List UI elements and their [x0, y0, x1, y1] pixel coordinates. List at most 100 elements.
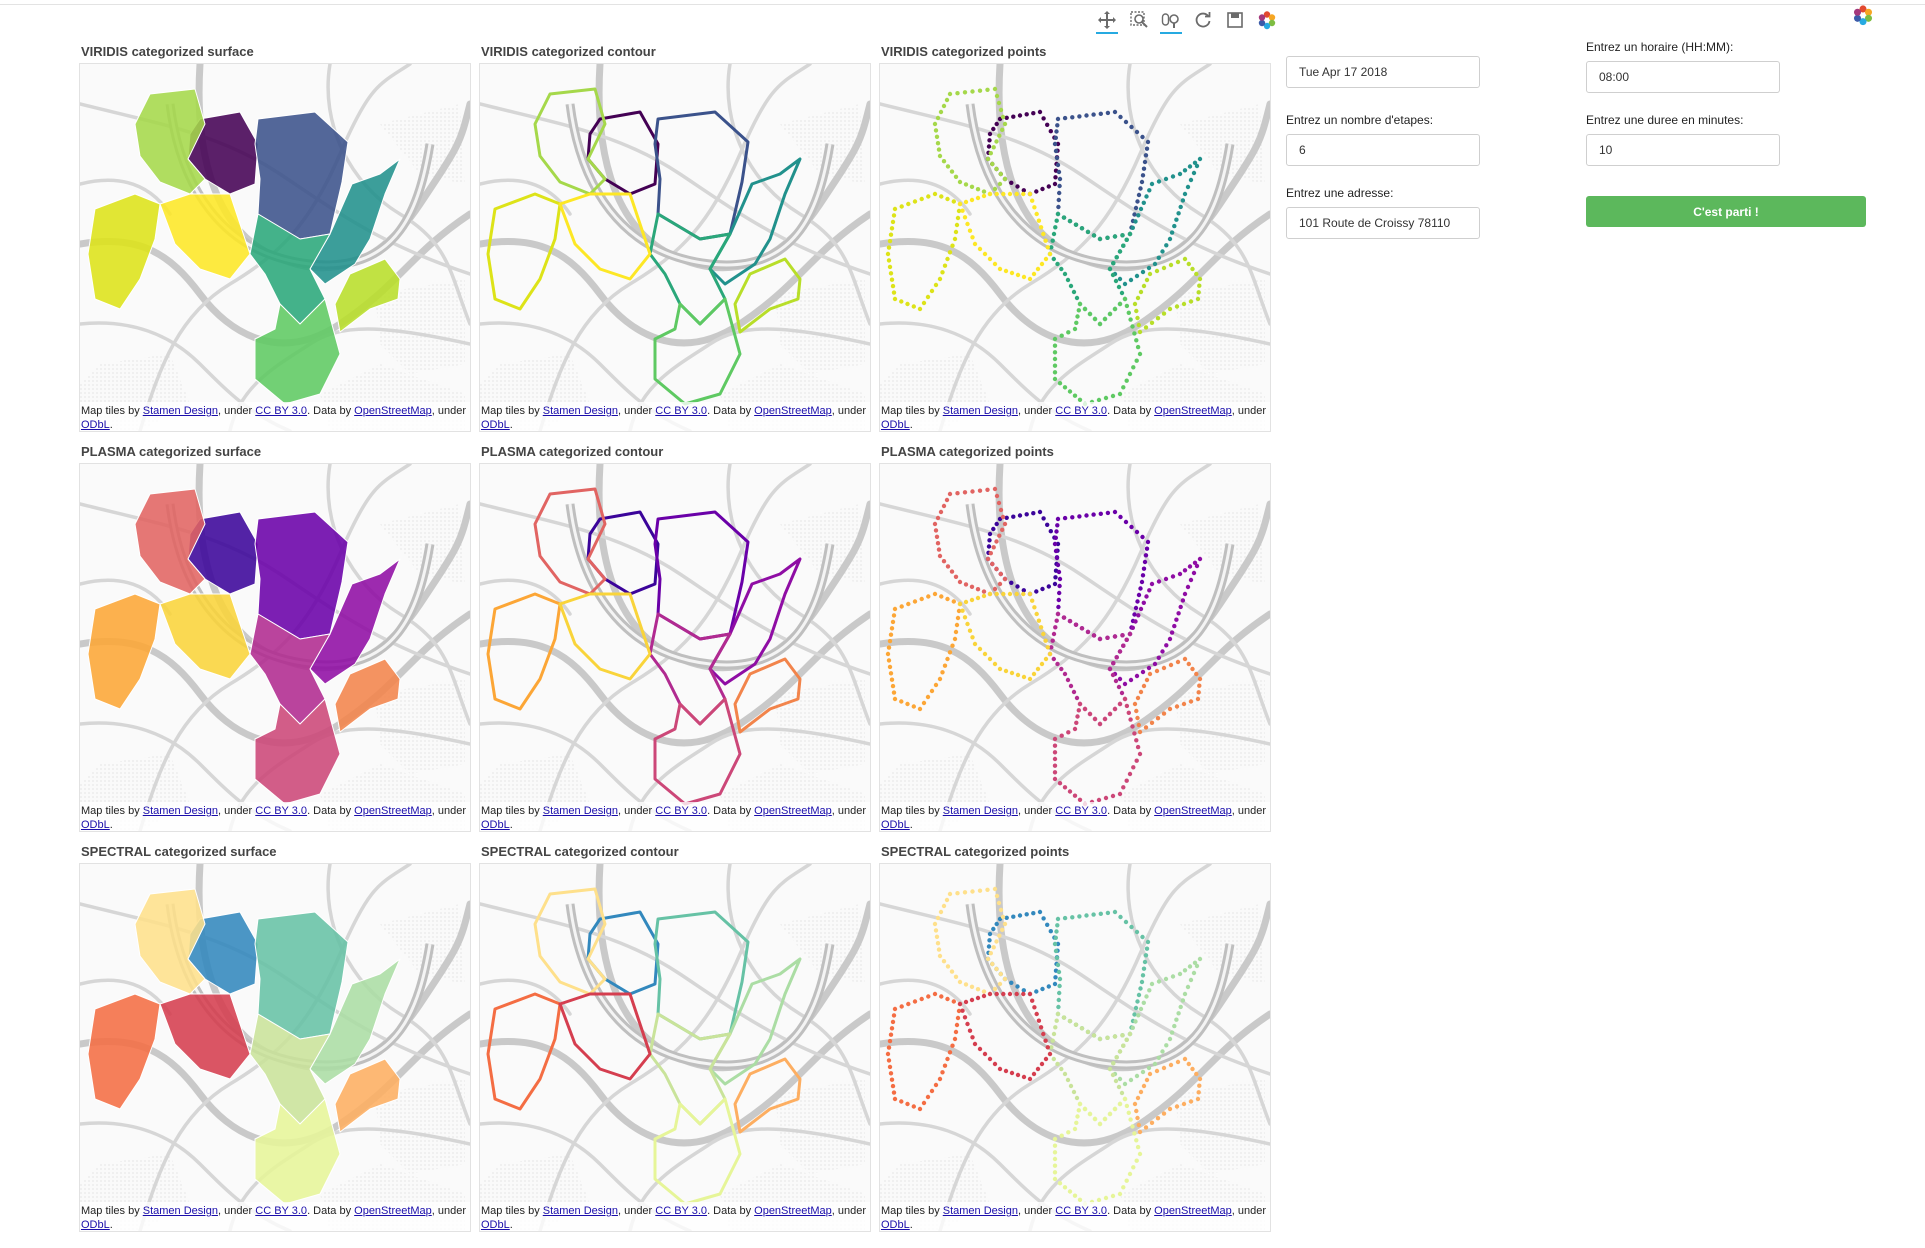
stamen-link[interactable]: Stamen Design — [142, 1205, 218, 1217]
isochrone-point — [1001, 591, 1006, 597]
park-area — [375, 279, 465, 374]
stamen-link[interactable]: Stamen Design — [142, 405, 218, 417]
isochrone-point — [933, 682, 939, 688]
isochrone-point — [991, 145, 996, 150]
bokeh-logo-link[interactable] — [1254, 7, 1280, 33]
cc-by-link[interactable]: CC BY 3.0 — [255, 1205, 308, 1217]
steps-input[interactable] — [1286, 134, 1480, 166]
isochrone-point — [1170, 974, 1176, 979]
isochrone-point — [994, 991, 999, 997]
cc-by-link[interactable]: CC BY 3.0 — [1055, 405, 1108, 417]
map-canvas[interactable]: Map tiles by Stamen Design, under CC BY … — [879, 63, 1271, 432]
cc-by-link[interactable]: CC BY 3.0 — [1055, 805, 1108, 817]
map-svg[interactable] — [80, 464, 470, 831]
save-tool[interactable] — [1222, 7, 1248, 33]
date-picker-input[interactable] — [1286, 56, 1480, 88]
odbl-link[interactable]: ODbL — [481, 819, 510, 831]
stamen-link[interactable]: Stamen Design — [942, 1205, 1018, 1217]
isochrone-point — [998, 171, 1003, 177]
map-svg[interactable] — [880, 864, 1270, 1231]
wheel-zoom-tool[interactable] — [1158, 7, 1184, 34]
map-canvas[interactable]: Map tiles by Stamen Design, under CC BY … — [879, 463, 1271, 832]
openstreetmap-link[interactable]: OpenStreetMap — [354, 805, 432, 817]
cc-by-link[interactable]: CC BY 3.0 — [1055, 1205, 1108, 1217]
openstreetmap-link[interactable]: OpenStreetMap — [754, 405, 832, 417]
reset-tool[interactable] — [1190, 7, 1216, 33]
box-zoom-tool[interactable] — [1126, 7, 1152, 33]
odbl-link[interactable]: ODbL — [81, 819, 110, 831]
isochrone-point — [1105, 110, 1111, 116]
isochrone-point — [994, 493, 1000, 499]
stamen-link[interactable]: Stamen Design — [942, 405, 1018, 417]
openstreetmap-link[interactable]: OpenStreetMap — [1154, 1205, 1232, 1217]
odbl-link[interactable]: ODbL — [481, 1219, 510, 1231]
pan-tool[interactable] — [1094, 7, 1120, 34]
map-canvas[interactable]: Map tiles by Stamen Design, under CC BY … — [79, 863, 471, 1232]
ring-highway-inner — [568, 103, 832, 267]
isochrone-point — [969, 997, 975, 1003]
cc-by-link[interactable]: CC BY 3.0 — [255, 805, 308, 817]
odbl-link[interactable]: ODbL — [81, 1219, 110, 1231]
map-canvas[interactable]: Map tiles by Stamen Design, under CC BY … — [79, 63, 471, 432]
map-svg[interactable] — [80, 864, 470, 1231]
cc-by-link[interactable]: CC BY 3.0 — [655, 1205, 708, 1217]
map-canvas[interactable]: Map tiles by Stamen Design, under CC BY … — [479, 463, 871, 832]
corner-bokeh-logo-icon[interactable] — [1852, 4, 1874, 26]
stamen-link[interactable]: Stamen Design — [142, 805, 218, 817]
isochrone-point — [1110, 1072, 1116, 1078]
map-svg[interactable] — [480, 864, 870, 1231]
isochrone-point — [1161, 265, 1167, 271]
openstreetmap-link[interactable]: OpenStreetMap — [354, 405, 432, 417]
map-canvas[interactable]: Map tiles by Stamen Design, under CC BY … — [479, 863, 871, 1232]
isochrone-point — [1073, 1022, 1079, 1027]
odbl-link[interactable]: ODbL — [881, 1219, 910, 1231]
map-svg[interactable] — [480, 464, 870, 831]
isochrone-point — [1141, 566, 1147, 571]
stamen-link[interactable]: Stamen Design — [542, 405, 618, 417]
isochrone-contour — [533, 887, 607, 996]
map-svg[interactable] — [480, 64, 870, 431]
map-canvas[interactable]: Map tiles by Stamen Design, under CC BY … — [79, 463, 471, 832]
openstreetmap-link[interactable]: OpenStreetMap — [754, 805, 832, 817]
openstreetmap-link[interactable]: OpenStreetMap — [1154, 805, 1232, 817]
attribution-text: . Data by — [707, 805, 755, 817]
address-input[interactable] — [1286, 207, 1480, 239]
isochrone-point — [1135, 1095, 1141, 1101]
map-svg[interactable] — [880, 464, 1270, 831]
isochrone-point — [890, 1019, 896, 1025]
stamen-link[interactable]: Stamen Design — [542, 805, 618, 817]
odbl-link[interactable]: ODbL — [481, 419, 510, 431]
duration-input[interactable] — [1586, 134, 1780, 166]
openstreetmap-link[interactable]: OpenStreetMap — [1154, 405, 1232, 417]
isochrone-point — [1152, 261, 1158, 267]
isochrone-point — [942, 663, 948, 668]
cc-by-link[interactable]: CC BY 3.0 — [655, 805, 708, 817]
openstreetmap-link[interactable]: OpenStreetMap — [754, 1205, 832, 1217]
cc-by-link[interactable]: CC BY 3.0 — [255, 405, 308, 417]
isochrone-point — [935, 915, 941, 921]
isochrone-point — [1117, 676, 1123, 682]
map-canvas[interactable]: Map tiles by Stamen Design, under CC BY … — [879, 863, 1271, 1232]
map-road — [480, 210, 870, 347]
odbl-link[interactable]: ODbL — [881, 419, 910, 431]
openstreetmap-link[interactable]: OpenStreetMap — [354, 1205, 432, 1217]
map-attribution: Map tiles by Stamen Design, under CC BY … — [880, 802, 1270, 831]
map-svg[interactable] — [80, 64, 470, 431]
time-input[interactable] — [1586, 61, 1780, 93]
map-canvas[interactable]: Map tiles by Stamen Design, under CC BY … — [479, 63, 871, 432]
map-svg[interactable] — [880, 64, 1270, 431]
stamen-link[interactable]: Stamen Design — [542, 1205, 618, 1217]
isochrone-contour — [533, 487, 607, 596]
isochrone-point — [998, 907, 1004, 913]
stamen-link[interactable]: Stamen Design — [942, 805, 1018, 817]
odbl-link[interactable]: ODbL — [881, 819, 910, 831]
isochrone-point — [1144, 146, 1150, 151]
isochrone-point — [1021, 988, 1026, 993]
isochrone-point — [1144, 1077, 1150, 1083]
submit-button[interactable]: C'est parti ! — [1586, 196, 1866, 227]
isochrone-point — [1177, 571, 1183, 577]
cc-by-link[interactable]: CC BY 3.0 — [655, 405, 708, 417]
odbl-link[interactable]: ODbL — [81, 419, 110, 431]
map-road — [538, 864, 812, 1231]
isochrone-point — [1122, 696, 1128, 702]
